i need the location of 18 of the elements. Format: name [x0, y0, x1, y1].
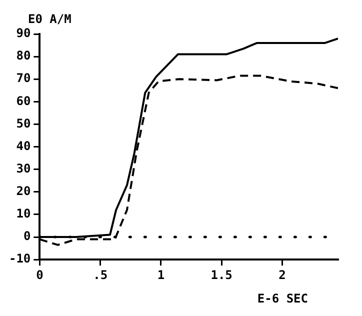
y-tick-label: 20 — [16, 184, 31, 198]
y-tick-label: 90 — [16, 26, 31, 40]
x-tick-label: 1.5 — [210, 268, 232, 282]
y-tick-label: 0 — [23, 229, 31, 244]
y-tick-label: 70 — [16, 71, 31, 86]
x-tick-label: .5 — [93, 268, 108, 282]
y-tick-label: 80 — [16, 48, 31, 63]
y-tick-label: 10 — [16, 206, 31, 221]
y-tick-label: 60 — [16, 94, 31, 108]
x-tick-label: 1 — [157, 268, 165, 282]
y-tick-label: 50 — [16, 116, 31, 130]
x-axis-title: E-6 SEC — [257, 292, 308, 306]
x-tick-label: 2 — [278, 268, 286, 282]
y-tick-label: -10 — [8, 252, 31, 266]
y-tick-label: 40 — [16, 138, 31, 153]
x-tick-label: 0 — [36, 268, 44, 282]
y-axis-title: E0 A/M — [28, 12, 72, 26]
y-tick-label: 30 — [16, 161, 31, 176]
